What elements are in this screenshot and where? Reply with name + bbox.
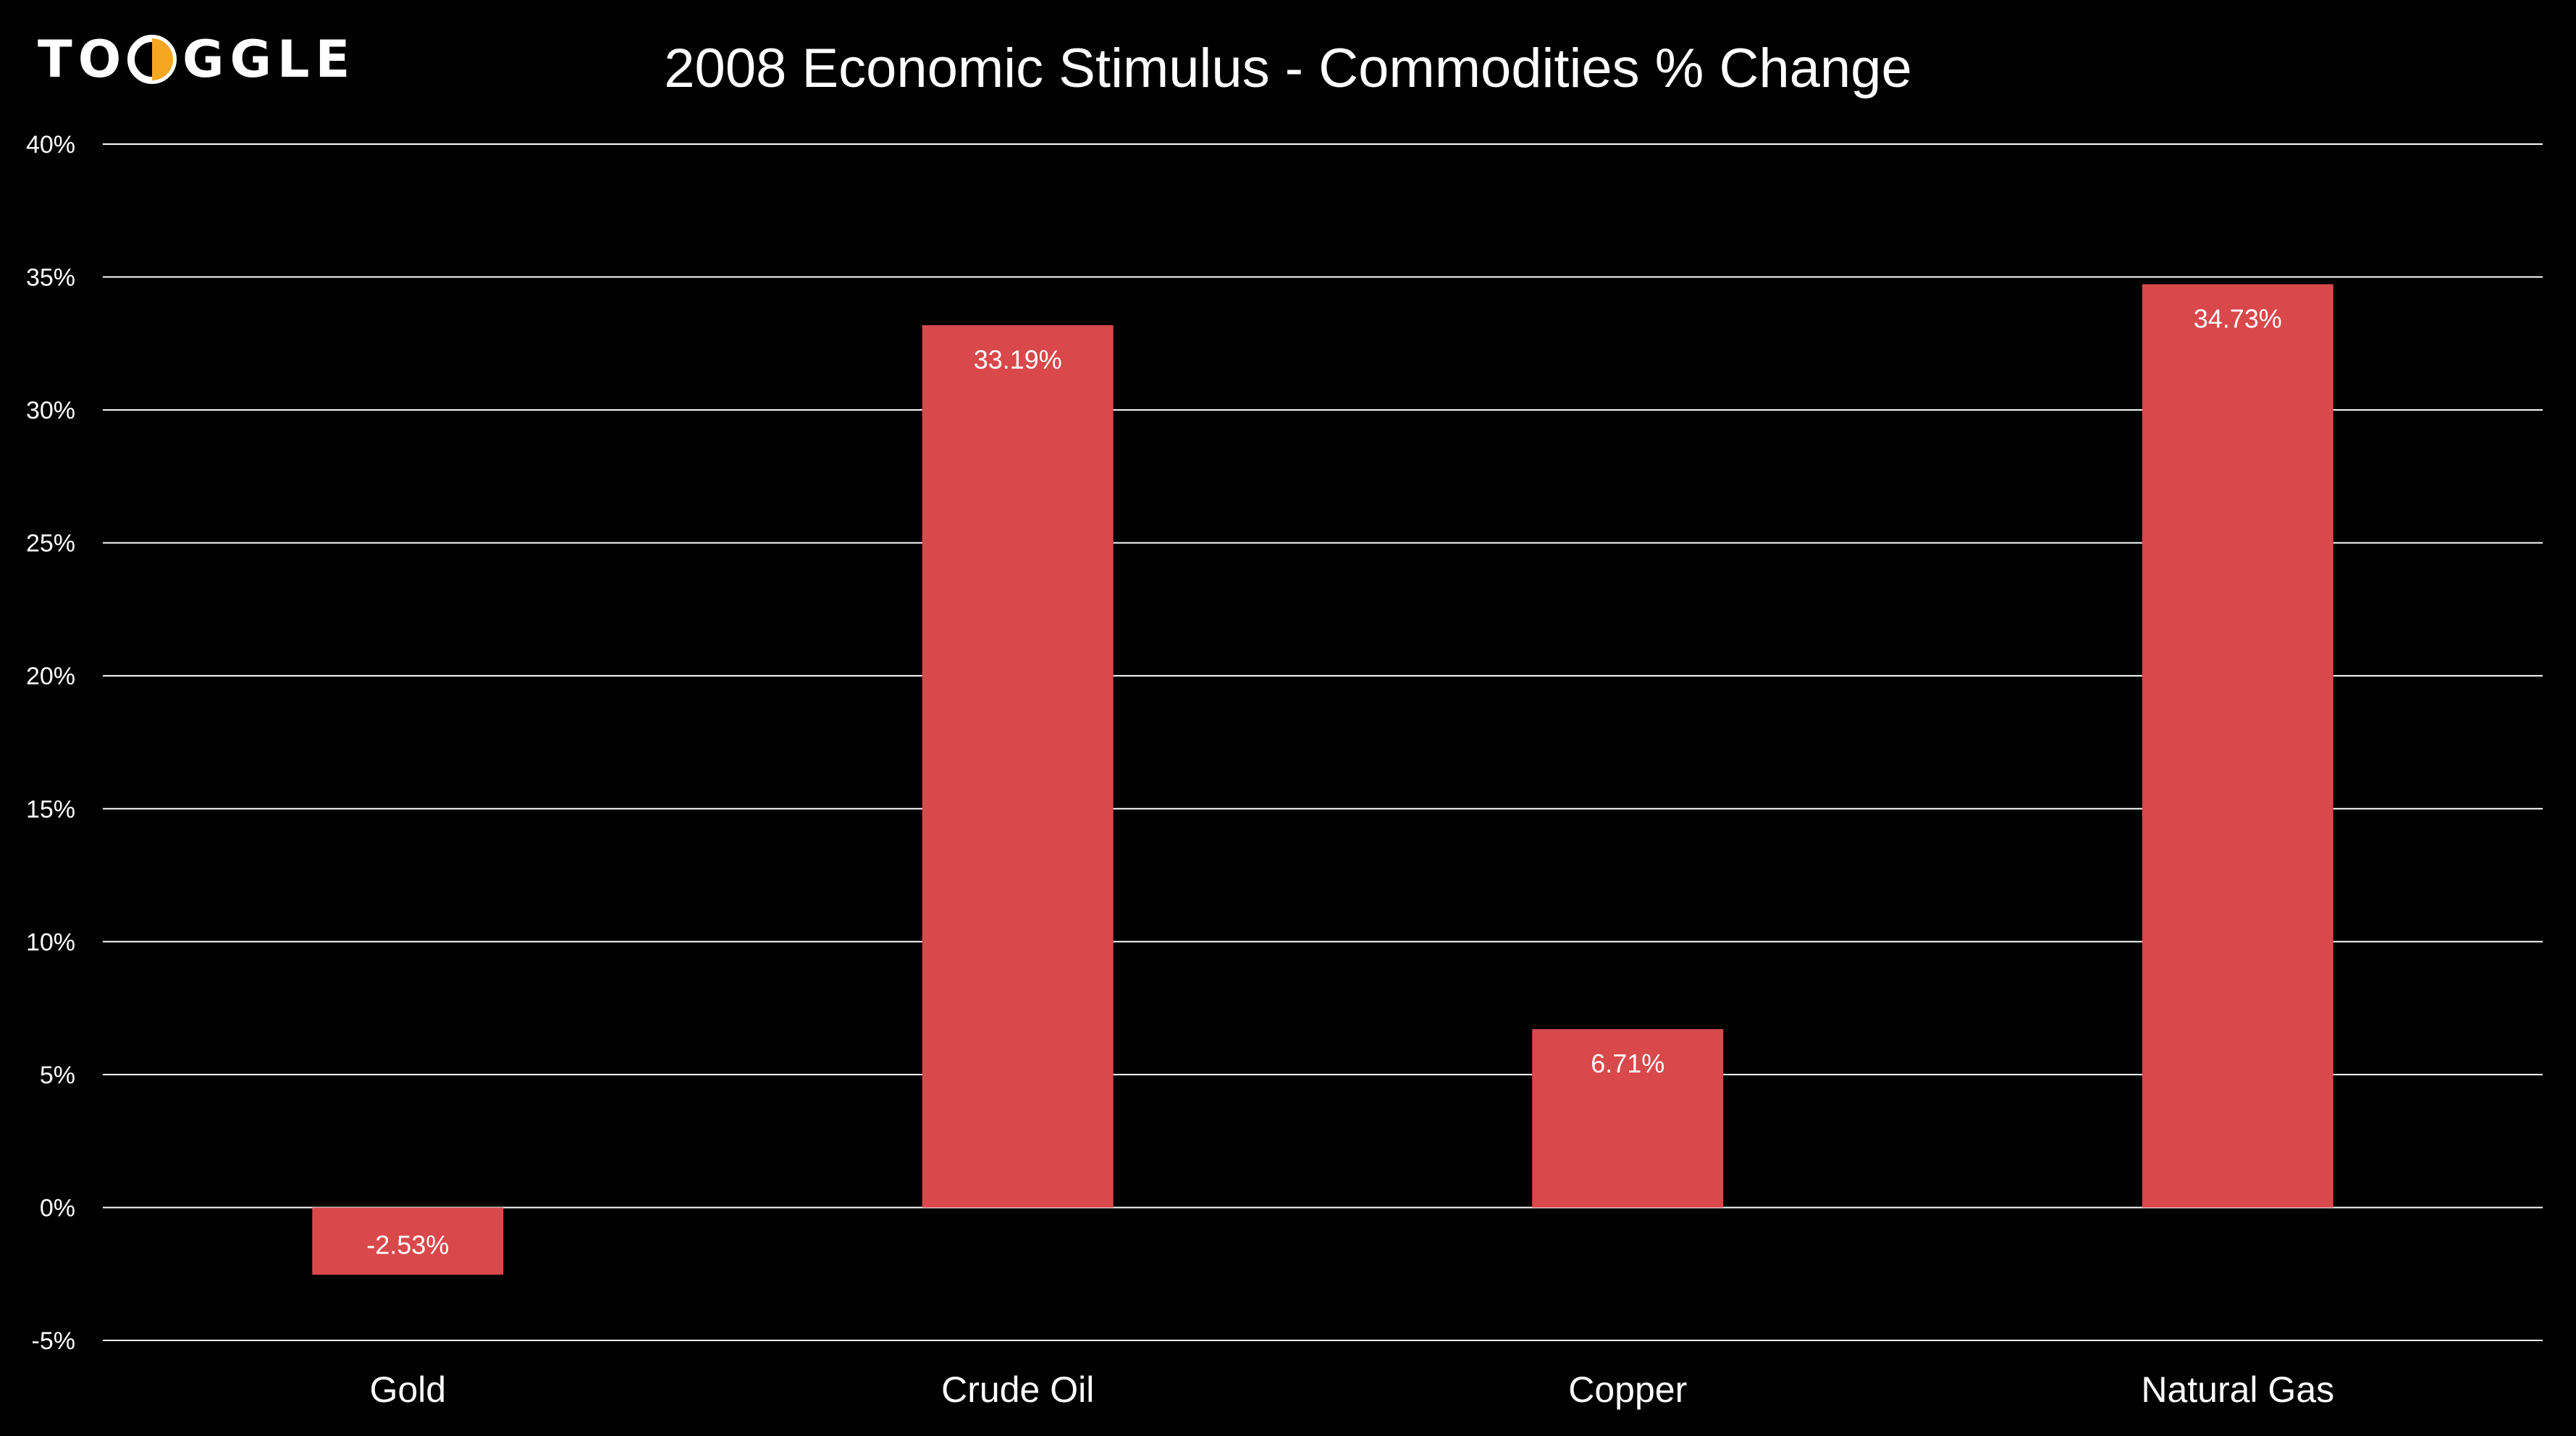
bar-copper bbox=[1532, 1029, 1724, 1208]
data-label: -2.53% bbox=[366, 1230, 449, 1259]
x-category-label: Natural Gas bbox=[2141, 1369, 2334, 1410]
logo-text-start: TO bbox=[38, 30, 127, 89]
y-tick-label: 20% bbox=[26, 663, 75, 690]
bars bbox=[312, 284, 2333, 1275]
logo-half-circle-icon bbox=[127, 35, 177, 84]
x-category-label: Crude Oil bbox=[941, 1369, 1094, 1410]
x-axis-categories: Gold Crude Oil Copper Natural Gas bbox=[369, 1369, 2334, 1410]
toggle-logo: TO GGLE bbox=[38, 30, 355, 89]
y-tick-label: 30% bbox=[26, 397, 75, 424]
y-tick-label: 35% bbox=[26, 264, 75, 292]
data-labels: -2.53% 33.19% 6.71% 34.73% bbox=[366, 303, 2282, 1259]
data-label: 33.19% bbox=[974, 345, 1062, 374]
y-tick-label: -5% bbox=[32, 1327, 75, 1355]
chart-title: 2008 Economic Stimulus - Commodities % C… bbox=[664, 38, 1911, 99]
y-tick-label: 25% bbox=[26, 530, 75, 558]
y-tick-label: 15% bbox=[26, 796, 75, 823]
data-label: 34.73% bbox=[2194, 303, 2282, 333]
bar-natural-gas bbox=[2142, 284, 2333, 1208]
y-axis-ticks: -5% 0% 5% 10% 15% 20% 25% 30% 35% 40% bbox=[26, 131, 75, 1355]
y-tick-label: 5% bbox=[40, 1062, 75, 1089]
bar-gold bbox=[312, 1207, 504, 1275]
data-label: 6.71% bbox=[1591, 1049, 1664, 1078]
x-category-label: Gold bbox=[369, 1369, 446, 1410]
y-tick-label: 0% bbox=[40, 1194, 75, 1222]
grid-layer bbox=[103, 143, 2543, 1341]
bar-crude-oil bbox=[922, 325, 1114, 1208]
y-tick-label: 40% bbox=[26, 131, 75, 159]
y-tick-label: 10% bbox=[26, 928, 75, 956]
x-category-label: Copper bbox=[1568, 1369, 1687, 1410]
logo-text-end: GGLE bbox=[182, 30, 355, 89]
